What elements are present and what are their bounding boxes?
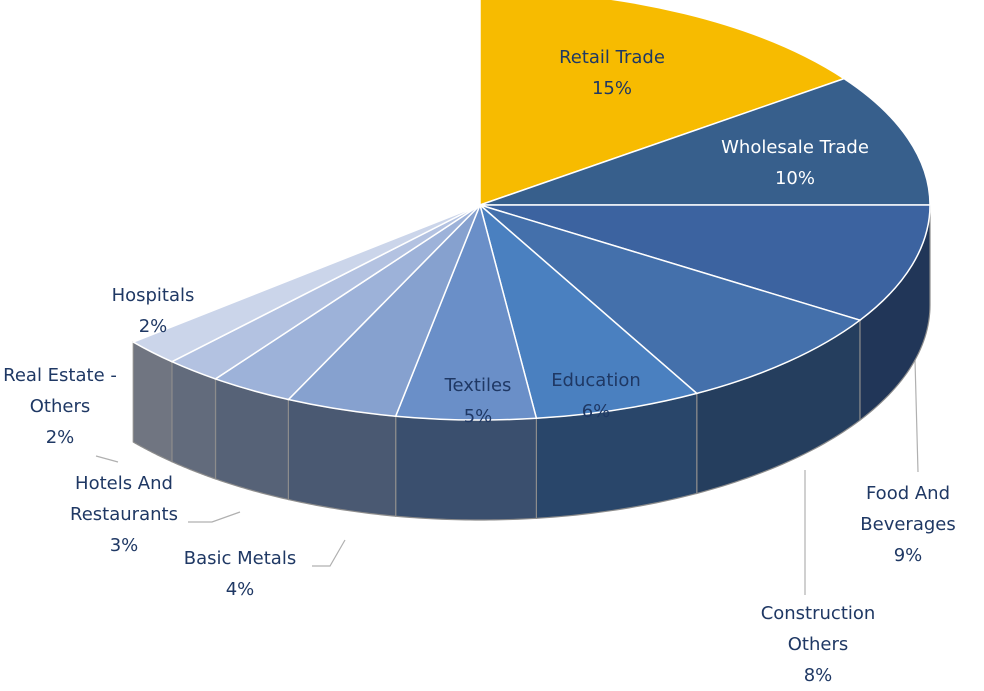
category-label: Real Estate - Others [3,365,117,417]
category-label: Hospitals [111,285,195,306]
value-label: 8% [803,665,833,686]
data-label: Real Estate - Others 2% [0,360,123,453]
pie-slice [479,204,931,322]
category-label: Hotels And Restaurants [70,473,178,525]
value-label: 2% [45,427,75,448]
category-label: Food And Beverages [860,483,956,535]
data-label: Wholesale Trade 10% [685,132,905,194]
category-label: Basic Metals [183,548,297,569]
category-label: Education [551,370,641,391]
category-label: Textiles [444,375,512,396]
pie-sides [132,204,931,521]
pie-slice [479,204,862,395]
pie-side [132,341,173,463]
value-label: 6% [581,401,611,422]
category-label: Retail Trade [559,47,665,68]
data-label: Hospitals 2% [83,280,223,342]
pie-side [287,398,397,517]
data-label: Retail Trade 15% [522,42,702,104]
leader-line [95,455,119,463]
pie-side [171,360,217,480]
data-label: Construction Others 8% [733,598,903,691]
data-label: Education 6% [531,365,661,427]
data-label: Textiles 5% [423,370,533,432]
data-label: Hotels And Restaurants 3% [49,468,199,561]
pie-slice [478,202,699,420]
category-label: Construction Others [760,603,876,655]
value-label: 10% [774,168,815,189]
value-label: 3% [109,535,139,556]
pie-slice [131,204,481,363]
pie-slice [479,0,846,207]
data-label: Food And Beverages 9% [843,478,973,571]
pie-tops [131,0,931,421]
leader-line [188,511,241,523]
value-label: 5% [463,406,493,427]
category-label: Wholesale Trade [721,137,869,158]
leader-line [312,539,346,567]
value-label: 2% [138,316,168,337]
data-label: Basic Metals 4% [165,543,315,605]
value-label: 9% [893,545,923,566]
value-label: 15% [591,78,632,99]
pie-slice [479,77,931,206]
value-label: 4% [225,579,255,600]
